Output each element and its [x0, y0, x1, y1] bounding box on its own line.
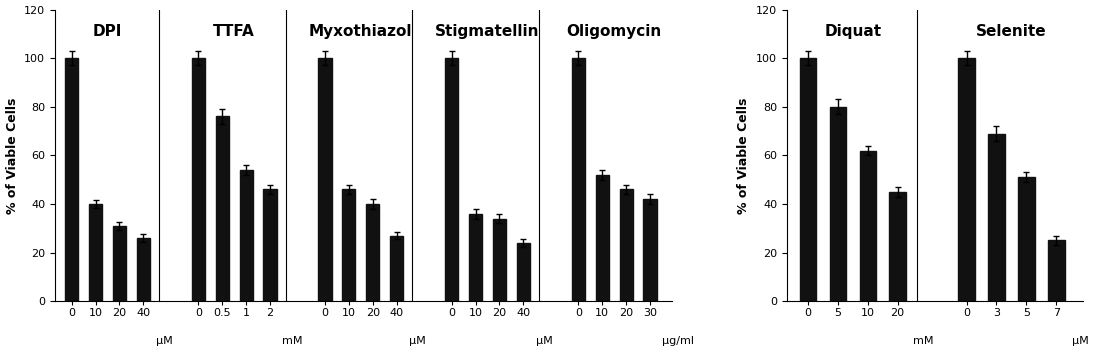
Bar: [113, 226, 126, 301]
Bar: [830, 107, 846, 301]
Bar: [65, 58, 78, 301]
Text: DPI: DPI: [93, 24, 123, 39]
Bar: [572, 58, 585, 301]
Text: μM: μM: [1072, 336, 1088, 346]
Text: μM: μM: [156, 336, 172, 346]
Bar: [890, 192, 906, 301]
Bar: [137, 238, 150, 301]
Bar: [263, 190, 276, 301]
Bar: [240, 170, 253, 301]
Bar: [216, 117, 229, 301]
Bar: [1018, 177, 1035, 301]
Bar: [595, 175, 608, 301]
Y-axis label: % of Viable Cells: % of Viable Cells: [5, 97, 19, 214]
Text: Myxothiazol: Myxothiazol: [309, 24, 412, 39]
Bar: [342, 190, 355, 301]
Bar: [390, 236, 403, 301]
Text: μM: μM: [536, 336, 552, 346]
Text: TTFA: TTFA: [214, 24, 255, 39]
Text: Stigmatellin: Stigmatellin: [435, 24, 539, 39]
Bar: [859, 150, 876, 301]
Text: mM: mM: [913, 336, 934, 346]
Y-axis label: % of Viable Cells: % of Viable Cells: [738, 97, 751, 214]
Bar: [800, 58, 817, 301]
Bar: [958, 58, 974, 301]
Bar: [1048, 240, 1064, 301]
Text: Diquat: Diquat: [824, 24, 881, 39]
Bar: [366, 204, 379, 301]
Bar: [493, 218, 506, 301]
Text: Selenite: Selenite: [977, 24, 1047, 39]
Bar: [192, 58, 205, 301]
Bar: [319, 58, 332, 301]
Bar: [469, 214, 482, 301]
Bar: [619, 190, 632, 301]
Text: μM: μM: [409, 336, 426, 346]
Text: μg/ml: μg/ml: [662, 336, 695, 346]
Text: mM: mM: [283, 336, 302, 346]
Text: Oligomycin: Oligomycin: [567, 24, 662, 39]
Bar: [643, 199, 657, 301]
Bar: [445, 58, 458, 301]
Bar: [517, 243, 530, 301]
Bar: [989, 134, 1005, 301]
Bar: [89, 204, 102, 301]
